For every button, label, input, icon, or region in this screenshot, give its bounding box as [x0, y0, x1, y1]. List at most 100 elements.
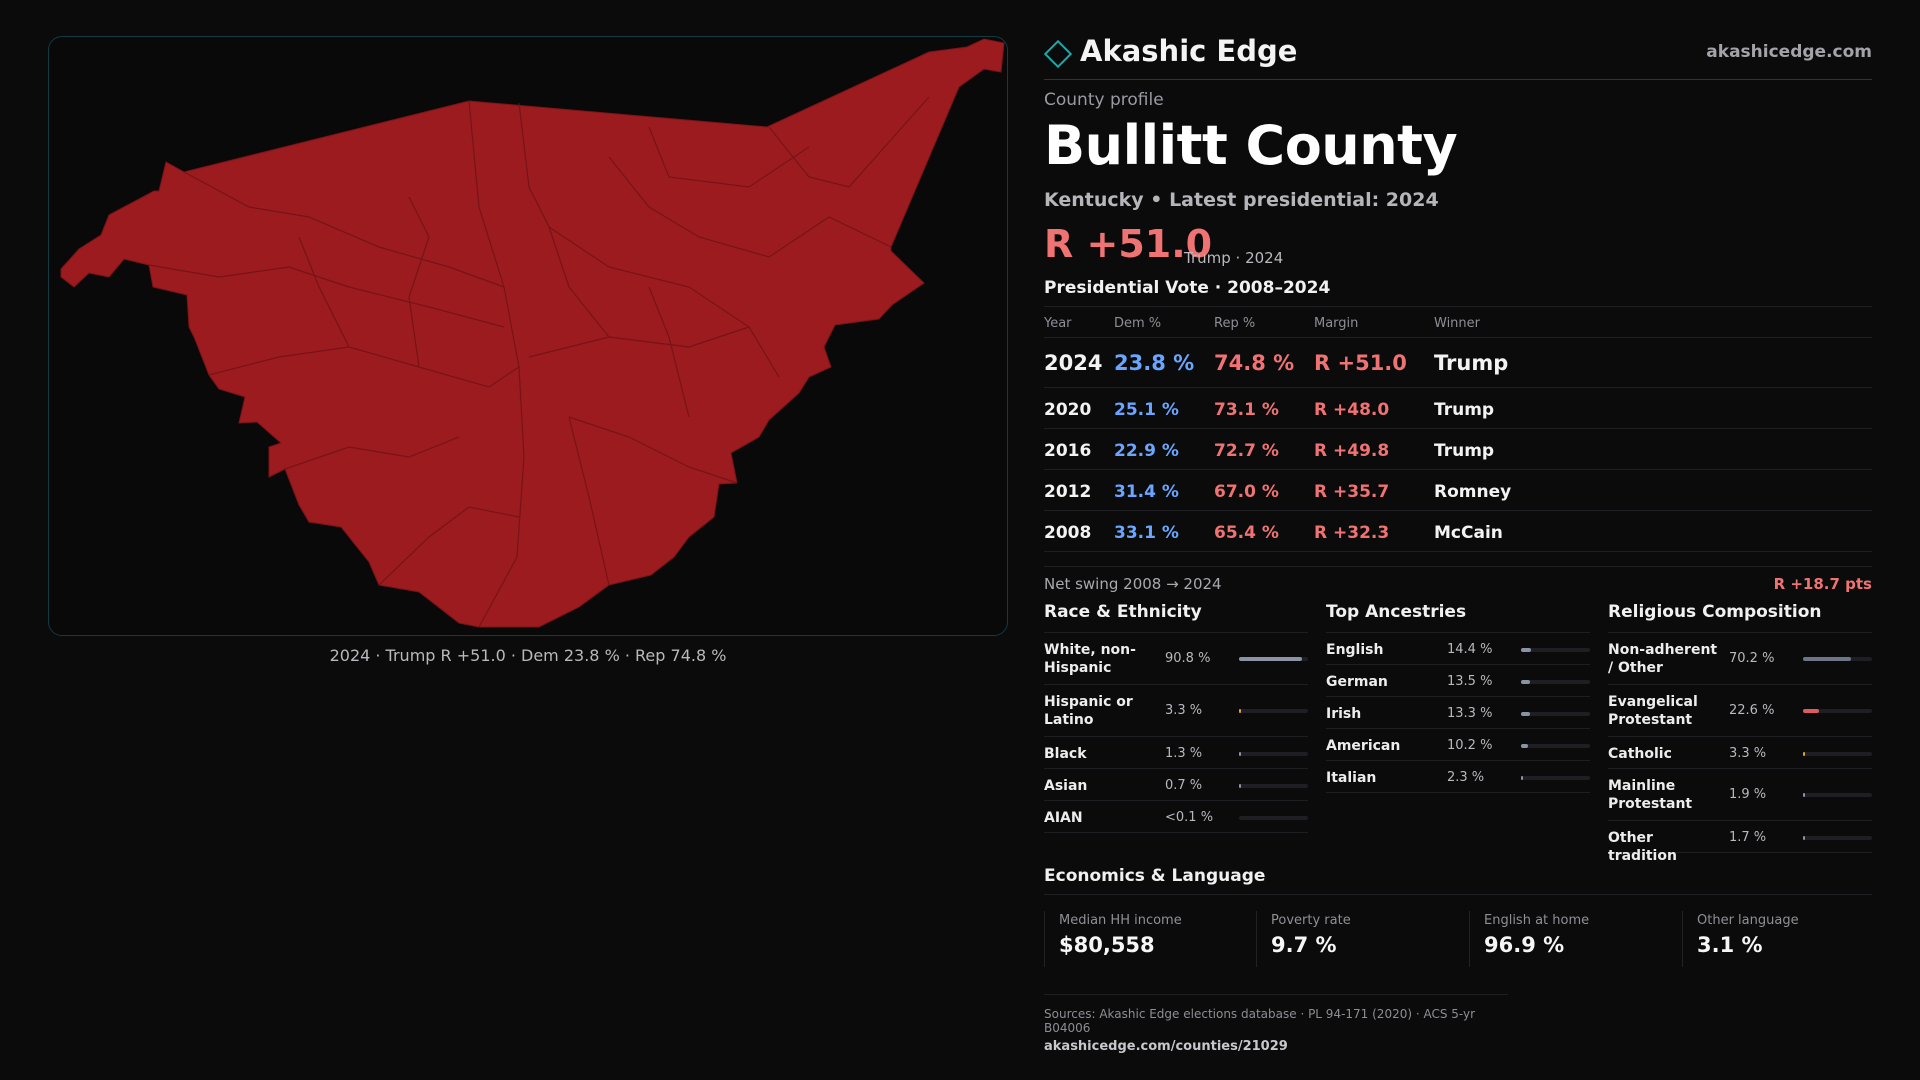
header-winner: Winner [1434, 316, 1481, 331]
item-label: German [1326, 674, 1388, 690]
cell-winner: Trump [1434, 400, 1495, 420]
share-bar [1803, 709, 1872, 713]
item-value: 13.3 % [1447, 706, 1493, 721]
list-item: Other tradition 1.7 % [1608, 821, 1872, 864]
item-value: 3.3 % [1165, 703, 1203, 718]
share-bar-fill [1521, 680, 1531, 684]
share-bar-fill [1803, 657, 1852, 661]
cell-year: 2012 [1044, 482, 1092, 502]
sources-footer: Sources: Akashic Edge elections database… [1044, 994, 1508, 1054]
table-row: 2008 33.1 % 65.4 % R +32.3 McCain [1044, 511, 1872, 552]
brand-url-link[interactable]: akashicedge.com [1706, 42, 1872, 62]
cell-rep: 67.0 % [1214, 482, 1279, 502]
share-bar-fill [1521, 776, 1523, 780]
list-item: Black 1.3 % [1044, 737, 1308, 769]
cell-year: 2008 [1044, 523, 1092, 543]
share-bar-fill [1521, 648, 1531, 652]
item-label: Hispanic or Latino [1044, 694, 1133, 728]
county-shape[interactable] [60, 38, 1005, 628]
brand-header: Akashic Edge akashicedge.com [1043, 34, 1872, 80]
race-ethnicity-section: Race & Ethnicity White, non-Hispanic 90.… [1044, 602, 1308, 833]
cell-margin: R +51.0 [1314, 351, 1407, 375]
cell-winner: Romney [1434, 482, 1512, 502]
stat-label: Median HH income [1059, 913, 1182, 928]
share-bar-fill [1239, 709, 1242, 713]
list-item: Evangelical Protestant 22.6 % [1608, 685, 1872, 737]
stat-value: $80,558 [1059, 933, 1155, 957]
item-label: Asian [1044, 778, 1088, 794]
table-row: 2016 22.9 % 72.7 % R +49.8 Trump [1044, 429, 1872, 470]
sources-text: Sources: Akashic Edge elections database… [1044, 1007, 1476, 1035]
list-item: American 10.2 % [1326, 729, 1590, 761]
list-item: English 14.4 % [1326, 633, 1590, 665]
county-map[interactable] [49, 37, 1008, 636]
share-bar [1239, 752, 1308, 756]
stat-value: 3.1 % [1697, 933, 1763, 957]
item-label: American [1326, 738, 1401, 754]
share-bar [1521, 744, 1590, 748]
item-label: AIAN [1044, 810, 1083, 826]
item-value: 70.2 % [1729, 651, 1775, 666]
table-row: 2020 25.1 % 73.1 % R +48.0 Trump [1044, 388, 1872, 429]
item-value: 2.3 % [1447, 770, 1485, 785]
stat-value: 96.9 % [1484, 933, 1565, 957]
stat-card-income: Median HH income $80,558 [1044, 911, 1234, 967]
cell-year: 2024 [1044, 351, 1103, 375]
ancestry-title: Top Ancestries [1326, 602, 1590, 633]
cell-winner: Trump [1434, 351, 1509, 375]
economics-title: Economics & Language [1044, 866, 1266, 886]
cell-margin: R +35.7 [1314, 482, 1390, 502]
stat-label: Other language [1697, 913, 1799, 928]
cell-dem: 25.1 % [1114, 400, 1179, 420]
county-map-panel[interactable] [48, 36, 1008, 636]
header-rep: Rep % [1214, 316, 1256, 331]
religion-section: Religious Composition Non-adherent / Oth… [1608, 602, 1872, 864]
item-value: <0.1 % [1165, 810, 1214, 825]
share-bar [1521, 776, 1590, 780]
stat-card-other-language: Other language 3.1 % [1682, 911, 1872, 967]
page-subtitle: Kentucky • Latest presidential: 2024 [1044, 189, 1439, 211]
race-title: Race & Ethnicity [1044, 602, 1308, 633]
county-url-link[interactable]: akashicedge.com/counties/21029 [1044, 1039, 1288, 1054]
cell-rep: 73.1 % [1214, 400, 1279, 420]
list-item: Catholic 3.3 % [1608, 737, 1872, 769]
cell-dem: 31.4 % [1114, 482, 1179, 502]
cell-margin: R +32.3 [1314, 523, 1390, 543]
share-bar [1239, 657, 1308, 661]
brand-name[interactable]: Akashic Edge [1080, 34, 1298, 68]
economics-grid: Median HH income $80,558 Poverty rate 9.… [1044, 894, 1872, 980]
share-bar [1803, 752, 1872, 756]
cell-year: 2016 [1044, 441, 1092, 461]
stat-label: English at home [1484, 913, 1590, 928]
cell-rep: 72.7 % [1214, 441, 1279, 461]
list-item: White, non-Hispanic 90.8 % [1044, 633, 1308, 685]
share-bar [1803, 836, 1872, 840]
share-bar-fill [1239, 784, 1241, 788]
item-label: White, non-Hispanic [1044, 642, 1136, 676]
net-swing-label: Net swing 2008 → 2024 [1044, 575, 1222, 593]
share-bar [1803, 793, 1872, 797]
item-value: 10.2 % [1447, 738, 1493, 753]
list-item: Irish 13.3 % [1326, 697, 1590, 729]
share-bar-fill [1803, 793, 1805, 797]
vote-section-title: Presidential Vote · 2008–2024 [1044, 278, 1331, 298]
list-item: AIAN <0.1 % [1044, 801, 1308, 833]
item-value: 90.8 % [1165, 651, 1211, 666]
share-bar-fill [1521, 744, 1529, 748]
page-title: Bullitt County [1044, 114, 1458, 177]
item-value: 1.7 % [1729, 830, 1767, 845]
item-value: 1.3 % [1165, 746, 1203, 761]
table-row: 2024 23.8 % 74.8 % R +51.0 Trump [1044, 338, 1872, 388]
vote-table: Year Dem % Rep % Margin Winner 2024 23.8… [1044, 306, 1872, 552]
item-label: Black [1044, 746, 1087, 762]
cell-dem: 33.1 % [1114, 523, 1179, 543]
list-item: Mainline Protestant 1.9 % [1608, 769, 1872, 821]
share-bar [1521, 648, 1590, 652]
header-dem: Dem % [1114, 316, 1162, 331]
item-label: Other tradition [1608, 830, 1677, 864]
item-label: Italian [1326, 770, 1377, 786]
item-label: Non-adherent / Other [1608, 642, 1718, 676]
item-value: 13.5 % [1447, 674, 1493, 689]
item-value: 14.4 % [1447, 642, 1493, 657]
item-label: Irish [1326, 706, 1362, 722]
